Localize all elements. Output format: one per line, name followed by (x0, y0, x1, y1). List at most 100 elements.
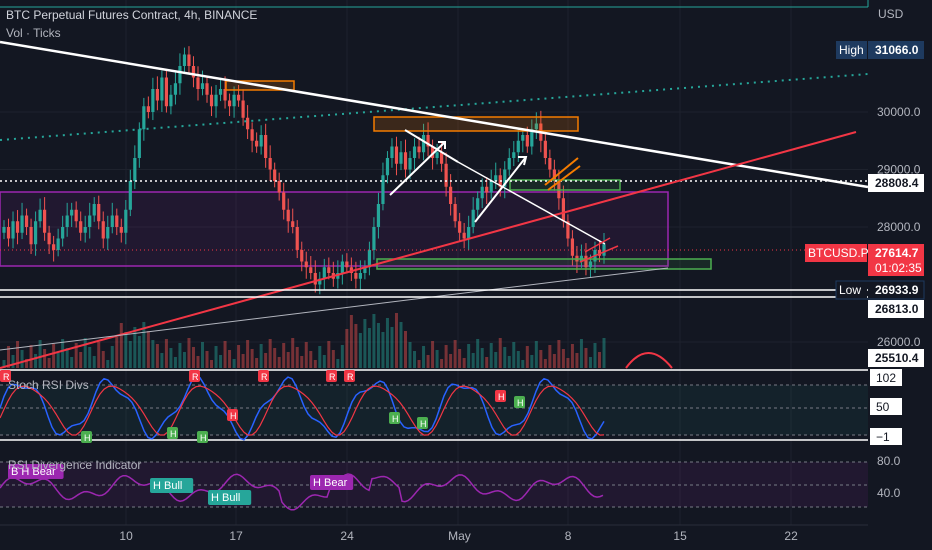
candle-body (246, 117, 250, 130)
candle-body (47, 232, 51, 245)
candle-body (304, 261, 308, 268)
volume-bars (2, 313, 606, 368)
volume-bar (358, 333, 362, 368)
stoch-h-label: H (392, 414, 399, 424)
volume-bar (471, 353, 475, 368)
volume-bar (494, 352, 498, 368)
volume-bar (56, 353, 60, 368)
candle-body (313, 273, 317, 285)
rsi-div-marker (150, 478, 194, 493)
volume-bar (584, 348, 588, 368)
volume-bar (282, 343, 286, 368)
candle-body (503, 169, 507, 187)
volume-bar (570, 344, 574, 368)
symbol-title: BTC Perpetual Futures Contract, 4h, BINA… (6, 8, 258, 22)
time-tick-label: May (448, 529, 471, 543)
candle-body (548, 158, 552, 170)
volume-bar (25, 359, 29, 368)
volume-bar (557, 340, 561, 368)
volume-bar (394, 313, 398, 368)
candle-body (566, 221, 570, 239)
candle-body (43, 209, 47, 233)
candle-body (187, 54, 191, 66)
volume-bar (345, 329, 349, 368)
stoch-r-marker (326, 370, 337, 382)
volume-bar (16, 341, 20, 368)
candle-body (155, 89, 159, 101)
volume-bar (106, 360, 110, 368)
volume-bar (142, 322, 146, 368)
volume-bar (417, 360, 421, 368)
volume-bar (548, 345, 552, 368)
rsi-div-label: H Bull (153, 480, 182, 492)
candle-body (196, 77, 200, 89)
volume-bar (295, 347, 299, 368)
level-price-tag-value: 28808.4 (875, 176, 919, 190)
stoch-r-marker (0, 370, 11, 382)
volume-bar (498, 338, 502, 368)
stoch-h-marker (227, 409, 238, 421)
volume-bar (20, 350, 24, 368)
volume-bar (503, 347, 507, 368)
candle-body (133, 158, 137, 181)
high-price-tag-bg (836, 41, 867, 59)
stoch-tick-bg (870, 428, 902, 445)
candle-body (381, 175, 385, 204)
volume-bar (237, 345, 241, 368)
volume-bar (521, 360, 525, 368)
candle-body (164, 77, 169, 107)
volume-bar (449, 354, 453, 368)
candle-body (439, 152, 444, 164)
volume-bar (232, 359, 236, 368)
candle-body (485, 186, 489, 193)
volume-bar (196, 356, 200, 368)
stoch-h-marker (514, 396, 525, 408)
rsi-tick-label: 40.0 (877, 486, 901, 500)
level-25510-tag: 25510.4 (868, 349, 924, 367)
volume-bar (178, 343, 182, 368)
currency-label: USD (878, 7, 904, 21)
candle-body (444, 163, 448, 187)
volume-bar (29, 345, 33, 368)
volume-bar (372, 314, 376, 368)
candle-body (530, 129, 534, 147)
volume-bar (115, 337, 119, 368)
low-price-tag-value-bg (868, 281, 924, 299)
candle-body (277, 181, 281, 193)
stoch-tick-label: 102 (876, 371, 896, 385)
level-26813-tag-value-bg (868, 300, 924, 318)
low-price-tag-title: Low (839, 283, 861, 297)
stoch-h-marker (81, 431, 92, 443)
candle-body (340, 261, 344, 273)
volume-bar (552, 354, 556, 368)
volume-bar (191, 347, 195, 368)
candle-body (476, 198, 480, 210)
rsi-div-marker (208, 490, 252, 505)
candle-body (471, 209, 475, 227)
volume-bar (309, 351, 313, 368)
candle-body (376, 204, 381, 227)
symbol-tag-value: 27614.7 (875, 246, 919, 260)
stoch-d-line (0, 385, 605, 436)
price-tick-label: 30000.0 (877, 105, 921, 119)
candle-body (458, 221, 462, 233)
volume-bar (268, 339, 272, 368)
candle-body (236, 94, 241, 101)
candle-body (318, 278, 322, 285)
rsi-line (0, 473, 604, 511)
stoch-pane: 102 50 −1 R R R R R H H H H H H H H (0, 369, 902, 445)
candle-body (142, 106, 146, 130)
volume-bar (480, 348, 484, 368)
volume-bar (164, 339, 168, 368)
price-tick-label: 26000.0 (877, 335, 921, 349)
orange-resistance-box (373, 116, 579, 132)
low-price-tag: Low 26933.9 (836, 281, 924, 299)
candle-body (178, 66, 182, 84)
candle-body (79, 221, 83, 233)
symbol-tag-bg (805, 244, 867, 262)
stoch-tick-label: −1 (876, 430, 890, 444)
stoch-tick-bg (870, 398, 902, 415)
volume-bar (97, 342, 101, 368)
stoch-k-line (0, 375, 605, 441)
